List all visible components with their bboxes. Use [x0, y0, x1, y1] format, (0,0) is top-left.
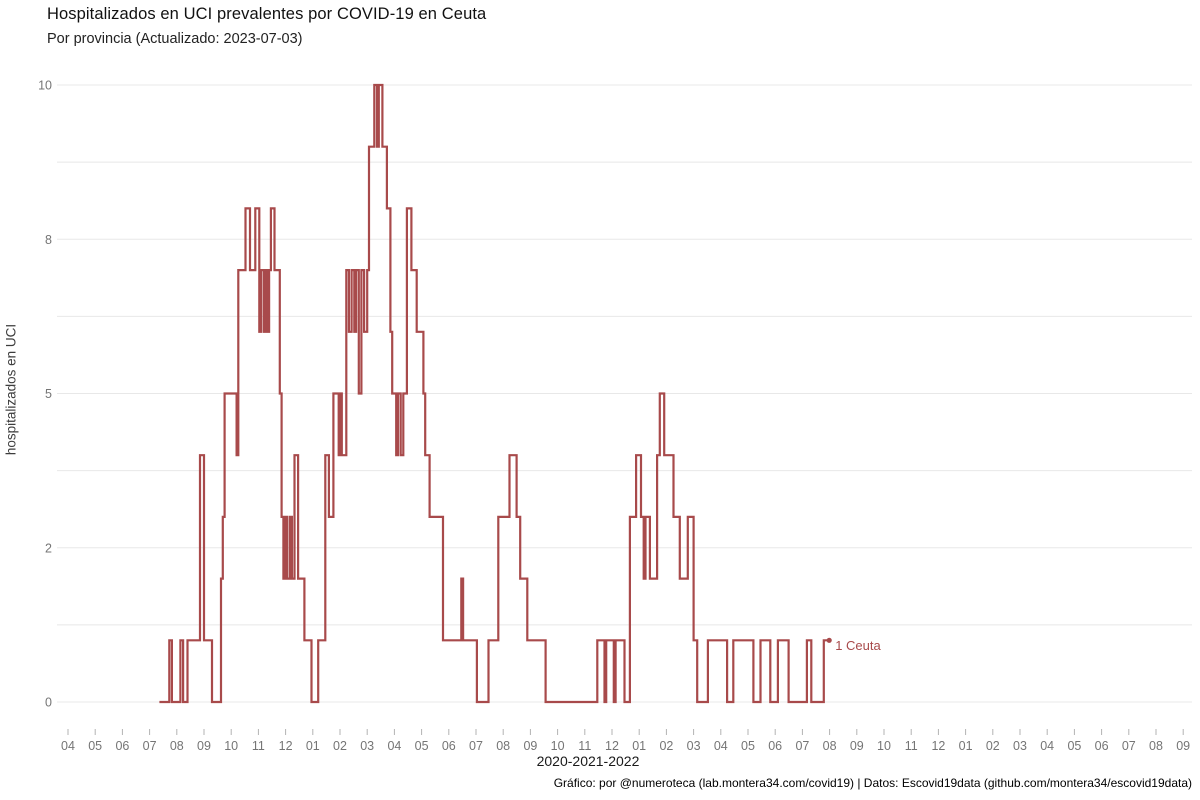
x-tick-label: 05 — [741, 739, 755, 753]
x-tick-label: 02 — [986, 739, 1000, 753]
series-line — [159, 83, 830, 704]
x-tick-label: 06 — [442, 739, 456, 753]
x-tick-label: 05 — [88, 739, 102, 753]
x-tick-label: 03 — [360, 739, 374, 753]
x-tick-label: 06 — [1095, 739, 1109, 753]
chart-subtitle: Por provincia (Actualizado: 2023-07-03) — [47, 31, 303, 47]
series-end-label: 1 Ceuta — [835, 638, 881, 654]
x-tick-label: 03 — [1013, 739, 1027, 753]
x-tick-label: 05 — [415, 739, 429, 753]
x-tick-label: 09 — [523, 739, 537, 753]
x-tick-label: 08 — [1149, 739, 1163, 753]
x-tick-label: 05 — [1067, 739, 1081, 753]
x-tick-label: 10 — [877, 739, 891, 753]
x-tick-label: 07 — [795, 739, 809, 753]
x-tick-label: 06 — [768, 739, 782, 753]
x-tick-label: 09 — [197, 739, 211, 753]
attribution-footer: Gráfico: por @numeroteca (lab.montera34.… — [553, 776, 1192, 790]
x-tick-label: 11 — [578, 739, 591, 753]
y-tick-label: 10 — [38, 79, 52, 93]
x-axis-title: 2020-2021-2022 — [536, 753, 640, 769]
x-tick-label: 07 — [143, 739, 157, 753]
x-tick-label: 09 — [850, 739, 864, 753]
x-tick-label: 02 — [659, 739, 673, 753]
x-tick-label: 04 — [387, 739, 401, 753]
series-end-dot — [826, 637, 832, 643]
x-tick-label: 12 — [279, 739, 293, 753]
y-tick-label: 0 — [45, 696, 52, 710]
x-tick-label: 01 — [632, 739, 646, 753]
chart-title: Hospitalizados en UCI prevalentes por CO… — [47, 5, 487, 23]
x-tick-label: 10 — [551, 739, 565, 753]
x-tick-label: 08 — [170, 739, 184, 753]
x-tick-label: 10 — [224, 739, 238, 753]
x-tick-label: 04 — [1040, 739, 1054, 753]
x-tick-label: 02 — [333, 739, 347, 753]
x-tick-label: 11 — [905, 739, 918, 753]
x-tick-label: 12 — [931, 739, 945, 753]
y-tick-label: 8 — [45, 233, 52, 247]
x-tick-label: 07 — [1122, 739, 1136, 753]
x-tick-label: 01 — [959, 739, 973, 753]
x-tick-label: 04 — [714, 739, 728, 753]
x-tick-label: 01 — [306, 739, 320, 753]
x-tick-label: 08 — [823, 739, 837, 753]
y-tick-label: 2 — [45, 541, 52, 555]
x-tick-label: 08 — [496, 739, 510, 753]
y-tick-label: 5 — [45, 387, 52, 401]
x-tick-label: 03 — [687, 739, 701, 753]
x-tick-label: 07 — [469, 739, 483, 753]
x-tick-label: 06 — [115, 739, 129, 753]
x-tick-label: 12 — [605, 739, 619, 753]
x-tick-label: 04 — [61, 739, 75, 753]
x-tick-label: 11 — [252, 739, 265, 753]
x-tick-label: 09 — [1176, 739, 1190, 753]
